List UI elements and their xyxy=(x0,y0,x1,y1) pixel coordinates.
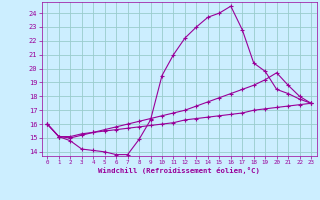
X-axis label: Windchill (Refroidissement éolien,°C): Windchill (Refroidissement éolien,°C) xyxy=(98,167,260,174)
